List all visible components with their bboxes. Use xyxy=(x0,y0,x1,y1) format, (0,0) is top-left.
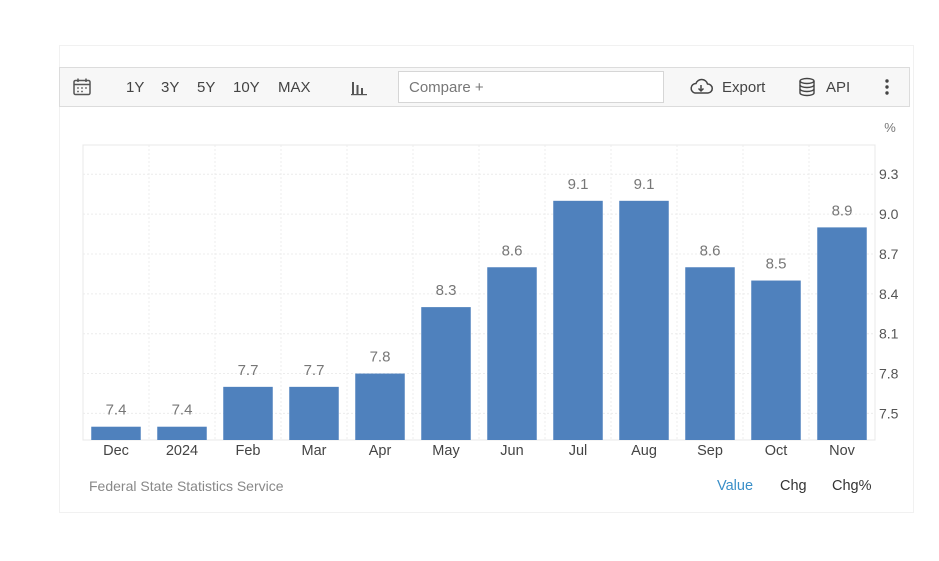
export-button[interactable]: Export xyxy=(688,68,765,106)
value-tab[interactable]: Value xyxy=(717,478,754,494)
bar[interactable] xyxy=(817,227,867,440)
bar[interactable] xyxy=(685,267,735,440)
x-tick-label: Feb xyxy=(236,443,261,459)
api-label: API xyxy=(826,78,851,96)
bar-chart-icon[interactable] xyxy=(350,68,368,106)
x-tick-label: Sep xyxy=(697,443,723,459)
bar[interactable] xyxy=(157,426,207,440)
source-text: Federal State Statistics Service xyxy=(89,478,284,494)
database-icon xyxy=(799,77,815,97)
bar[interactable] xyxy=(751,280,801,440)
unit-label: % xyxy=(884,120,896,135)
y-tick-label: 9.3 xyxy=(879,166,899,182)
data-label: 7.7 xyxy=(304,362,325,379)
data-label: 9.1 xyxy=(634,176,655,193)
chg-tab[interactable]: Chg xyxy=(780,478,807,494)
y-tick-label: 8.1 xyxy=(879,326,899,342)
x-tick-label: Jul xyxy=(569,443,588,459)
data-label: 8.6 xyxy=(502,242,523,259)
x-tick-label: Nov xyxy=(829,443,856,459)
bar[interactable] xyxy=(223,386,273,440)
chg-percent-tab[interactable]: Chg% xyxy=(832,478,872,494)
x-tick-label: Aug xyxy=(631,443,657,459)
range-5y-button[interactable]: 5Y xyxy=(197,78,216,96)
bar[interactable] xyxy=(619,200,669,440)
api-button[interactable]: API xyxy=(798,68,850,106)
more-options-icon[interactable] xyxy=(884,68,890,106)
data-label: 8.5 xyxy=(766,256,787,273)
data-label: 7.7 xyxy=(238,362,259,379)
range-10y-button[interactable]: 10Y xyxy=(233,78,260,96)
data-label: 9.1 xyxy=(568,176,589,193)
chart-toolbar: 1Y 3Y 5Y 10Y MAX Export API xyxy=(59,67,910,107)
x-tick-label: Jun xyxy=(500,443,523,459)
x-tick-label: Apr xyxy=(369,443,392,459)
bar[interactable] xyxy=(553,200,603,440)
x-tick-label: Dec xyxy=(103,443,129,459)
x-tick-label: 2024 xyxy=(166,443,198,459)
data-label: 7.8 xyxy=(370,349,391,366)
bar[interactable] xyxy=(289,386,339,440)
bar[interactable] xyxy=(487,267,537,440)
y-tick-label: 8.4 xyxy=(879,286,899,302)
range-max-button[interactable]: MAX xyxy=(278,78,311,96)
calendar-icon[interactable] xyxy=(72,68,92,106)
data-label: 8.3 xyxy=(436,282,457,299)
data-label: 8.9 xyxy=(832,202,853,219)
y-tick-label: 7.5 xyxy=(879,405,899,421)
data-label: 7.4 xyxy=(106,402,127,419)
cloud-download-icon xyxy=(690,78,713,94)
bar[interactable] xyxy=(91,426,141,440)
range-1y-button[interactable]: 1Y xyxy=(126,78,145,96)
y-tick-label: 9.0 xyxy=(879,206,899,222)
compare-input[interactable] xyxy=(398,71,664,103)
y-tick-label: 8.7 xyxy=(879,246,899,262)
x-tick-label: Mar xyxy=(302,443,327,459)
data-label: 7.4 xyxy=(172,402,193,419)
bar[interactable] xyxy=(355,373,405,440)
bar[interactable] xyxy=(421,307,471,440)
x-tick-label: Oct xyxy=(765,443,788,459)
x-tick-label: May xyxy=(432,443,460,459)
export-label: Export xyxy=(722,78,766,96)
data-label: 8.6 xyxy=(700,242,721,259)
range-3y-button[interactable]: 3Y xyxy=(161,78,180,96)
y-tick-label: 7.8 xyxy=(879,366,899,382)
